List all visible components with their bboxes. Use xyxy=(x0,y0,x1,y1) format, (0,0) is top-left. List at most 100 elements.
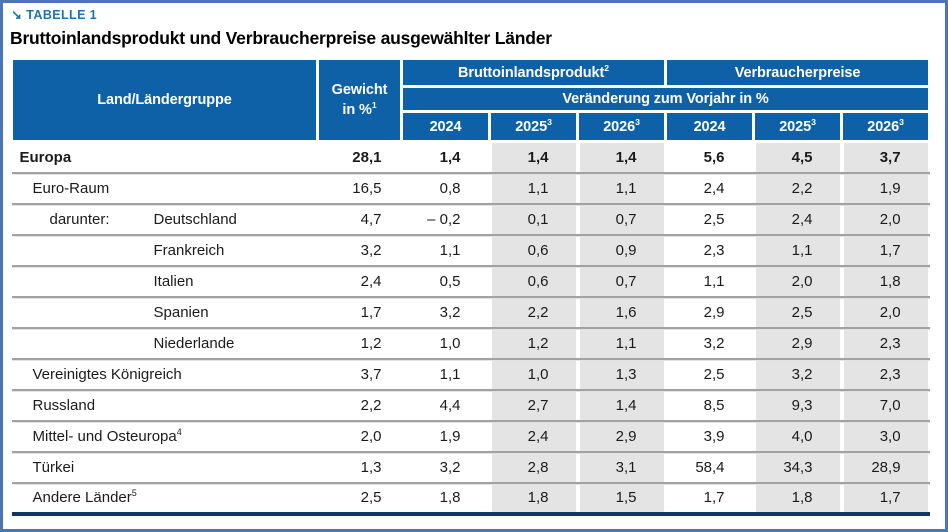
gdp-2025: 2,8 xyxy=(489,450,578,483)
footnote-marker: 4 xyxy=(176,426,182,437)
year-header: 2024 xyxy=(664,110,756,143)
gdp-2024: 3,2 xyxy=(401,295,490,328)
cpi-2024: 2,5 xyxy=(665,357,754,390)
gdp-2024: 1,4 xyxy=(439,148,461,166)
country-label: Frankreich xyxy=(11,233,318,266)
cpi-2025: 4,5 xyxy=(753,141,842,173)
row-prefix: darunter: xyxy=(49,210,110,228)
cpi-2024: 2,5 xyxy=(665,202,754,235)
cpi-2026: 3,0 xyxy=(841,419,930,452)
gdp-2024: 1,9 xyxy=(401,419,490,452)
gdp-cpi-table: Land/Ländergruppe Gewicht in %1 Bruttoin… xyxy=(10,57,932,516)
southeast-arrow-icon: ↘ xyxy=(11,7,23,22)
column-header-weight: Gewicht in %1 xyxy=(316,57,403,143)
country-label: Italien xyxy=(11,264,318,297)
table-row-andere-laender: Andere Länder5 2,5 1,8 1,8 1,5 1,7 1,8 1… xyxy=(11,481,930,514)
gdp-2025: 1,0 xyxy=(489,357,578,390)
cpi-2025: 2,9 xyxy=(753,326,842,359)
gdp-2026: 3,1 xyxy=(577,450,666,483)
cpi-2026: 2,3 xyxy=(841,326,930,359)
country-label: Mittel- und Osteuropa4 xyxy=(11,419,318,452)
cpi-2026: 1,7 xyxy=(841,233,930,266)
gdp-2024: 1,8 xyxy=(401,481,490,514)
cpi-2024: 2,9 xyxy=(665,295,754,328)
weight-value: 28,1 xyxy=(352,148,382,166)
gdp-2026: 2,9 xyxy=(577,419,666,452)
gdp-2026: 0,7 xyxy=(577,264,666,297)
gdp-2026: 0,7 xyxy=(577,202,666,235)
cpi-2026: 2,3 xyxy=(841,357,930,390)
footnote-marker: 3 xyxy=(811,116,816,127)
cpi-2025: 2,5 xyxy=(753,295,842,328)
year-header: 20253 xyxy=(752,110,844,143)
cpi-2024: 2,3 xyxy=(665,233,754,266)
cpi-2025: 2,4 xyxy=(753,202,842,235)
gdp-2026: 1,4 xyxy=(577,141,666,173)
footnote-marker: 3 xyxy=(635,116,640,127)
cpi-2026: 1,8 xyxy=(841,264,930,297)
table-row-tuerkei: Türkei 1,3 3,2 2,8 3,1 58,4 34,3 28,9 xyxy=(11,450,930,483)
cpi-2024: 8,5 xyxy=(665,388,754,421)
cpi-2025: 2,2 xyxy=(753,171,842,204)
cpi-2026: 3,7 xyxy=(841,141,930,173)
cpi-2026: 7,0 xyxy=(841,388,930,421)
gdp-2024: 1,1 xyxy=(401,233,490,266)
year-header: 20263 xyxy=(575,110,668,143)
cpi-2026: 28,9 xyxy=(841,450,930,483)
gdp-2024: – 0,2 xyxy=(401,202,490,235)
gdp-2025: 1,2 xyxy=(489,326,578,359)
table-reference-label: ↘ TABELLE 1 xyxy=(11,7,948,23)
table-row-deutschland: darunter: Deutschland 4,7 – 0,2 0,1 0,7 2… xyxy=(11,202,930,235)
gdp-2026: 1,5 xyxy=(577,481,666,514)
year-header: 2024 xyxy=(400,110,491,143)
gdp-2024: 0,8 xyxy=(401,171,490,204)
gdp-2024: 0,5 xyxy=(401,264,490,297)
weight-value: 4,7 xyxy=(317,202,402,235)
gdp-2026: 1,4 xyxy=(577,388,666,421)
year-header: 20263 xyxy=(840,110,932,143)
table-row-europa: Europa 28,1 1,4 1,4 1,4 5,6 4,5 3,7 xyxy=(12,141,930,173)
gdp-2026: 1,3 xyxy=(577,357,666,390)
gdp-2026: 1,1 xyxy=(577,326,666,359)
gdp-2025: 2,4 xyxy=(489,419,578,452)
weight-value: 1,7 xyxy=(317,295,402,328)
group-header-cpi: Verbraucherpreise xyxy=(664,57,932,88)
country-label: Europa xyxy=(19,148,72,166)
gdp-2025: 1,4 xyxy=(489,141,578,173)
cpi-2024: 3,9 xyxy=(665,419,754,452)
country-label: Russland xyxy=(11,388,318,421)
footnote-marker: 3 xyxy=(547,116,552,127)
gdp-2026: 1,6 xyxy=(577,295,666,328)
country-label: Niederlande xyxy=(11,326,318,359)
cpi-2025: 3,2 xyxy=(753,357,842,390)
page-title: Bruttoinlandsprodukt und Verbraucherprei… xyxy=(10,28,552,48)
cpi-2024: 58,4 xyxy=(665,450,754,483)
country-label: Euro-Raum xyxy=(11,171,318,204)
table-row-mittel-und-osteuropa: Mittel- und Osteuropa4 2,0 1,9 2,4 2,9 3… xyxy=(11,419,930,452)
footnote-marker: 1 xyxy=(371,99,377,110)
country-label: Vereinigtes Königreich xyxy=(11,357,318,390)
footnote-marker: 3 xyxy=(899,116,904,127)
group-header-gdp: Bruttoinlandsprodukt2 xyxy=(399,57,668,88)
footnote-marker: 2 xyxy=(604,62,609,73)
gdp-2026: 1,1 xyxy=(577,171,666,204)
table-number: TABELLE 1 xyxy=(26,8,98,22)
weight-value: 1,3 xyxy=(317,450,402,483)
weight-value: 2,5 xyxy=(317,481,402,514)
gdp-2024: 3,2 xyxy=(401,450,490,483)
table-row-italien: Italien 2,4 0,5 0,6 0,7 1,1 2,0 1,8 xyxy=(11,264,930,297)
weight-value: 1,2 xyxy=(317,326,402,359)
table-row-niederlande: Niederlande 1,2 1,0 1,2 1,1 3,2 2,9 2,3 xyxy=(11,326,930,359)
cpi-2026: 2,0 xyxy=(841,202,930,235)
cpi-2024: 3,2 xyxy=(665,326,754,359)
cpi-2026: 2,0 xyxy=(841,295,930,328)
cpi-2025: 2,0 xyxy=(753,264,842,297)
weight-value: 2,4 xyxy=(317,264,402,297)
gdp-2025: 2,7 xyxy=(489,388,578,421)
cpi-2026: 1,7 xyxy=(841,481,930,514)
gdp-2024: 1,0 xyxy=(401,326,490,359)
gdp-2025: 1,1 xyxy=(489,171,578,204)
gdp-2026: 0,9 xyxy=(577,233,666,266)
weight-value: 2,0 xyxy=(317,419,402,452)
cpi-2025: 9,3 xyxy=(753,388,842,421)
